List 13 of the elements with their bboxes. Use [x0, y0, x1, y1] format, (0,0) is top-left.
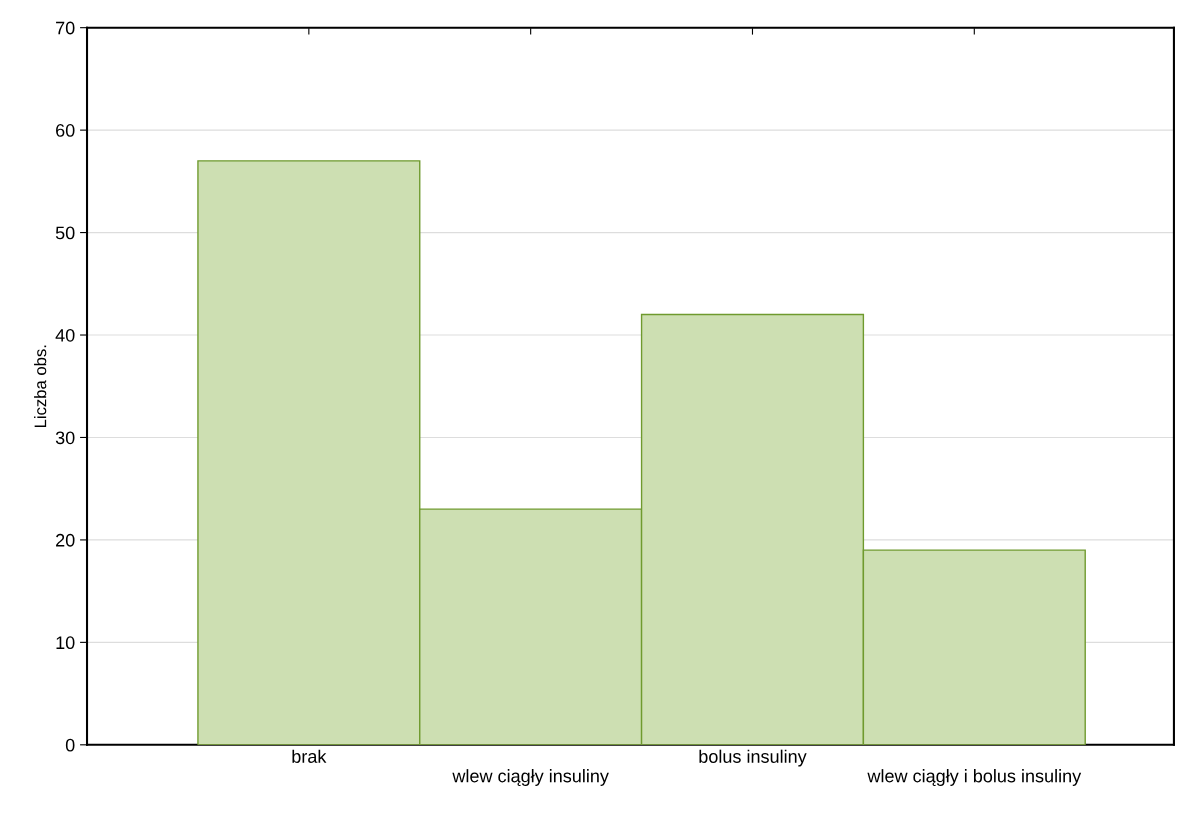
- y-axis-title: Liczba obs.: [34, 345, 47, 428]
- x-tick-label: brak: [292, 749, 327, 763]
- x-tick-label: bolus insuliny: [699, 749, 807, 767]
- y-tick-label: 20: [56, 533, 75, 547]
- y-tick-label: 50: [55, 226, 75, 240]
- y-tick-label: 10: [56, 636, 75, 650]
- y-tick-label: 0: [65, 738, 75, 752]
- y-tick-label: 60: [56, 124, 75, 137]
- x-tick-label: wlew ciągły i bolus insuliny: [867, 769, 1082, 786]
- y-tick-label: 70: [56, 21, 75, 35]
- y-tick-label: 30: [55, 431, 75, 445]
- x-tick-label: wlew ciągły insuliny: [452, 769, 609, 786]
- y-tick-label: 40: [55, 328, 75, 342]
